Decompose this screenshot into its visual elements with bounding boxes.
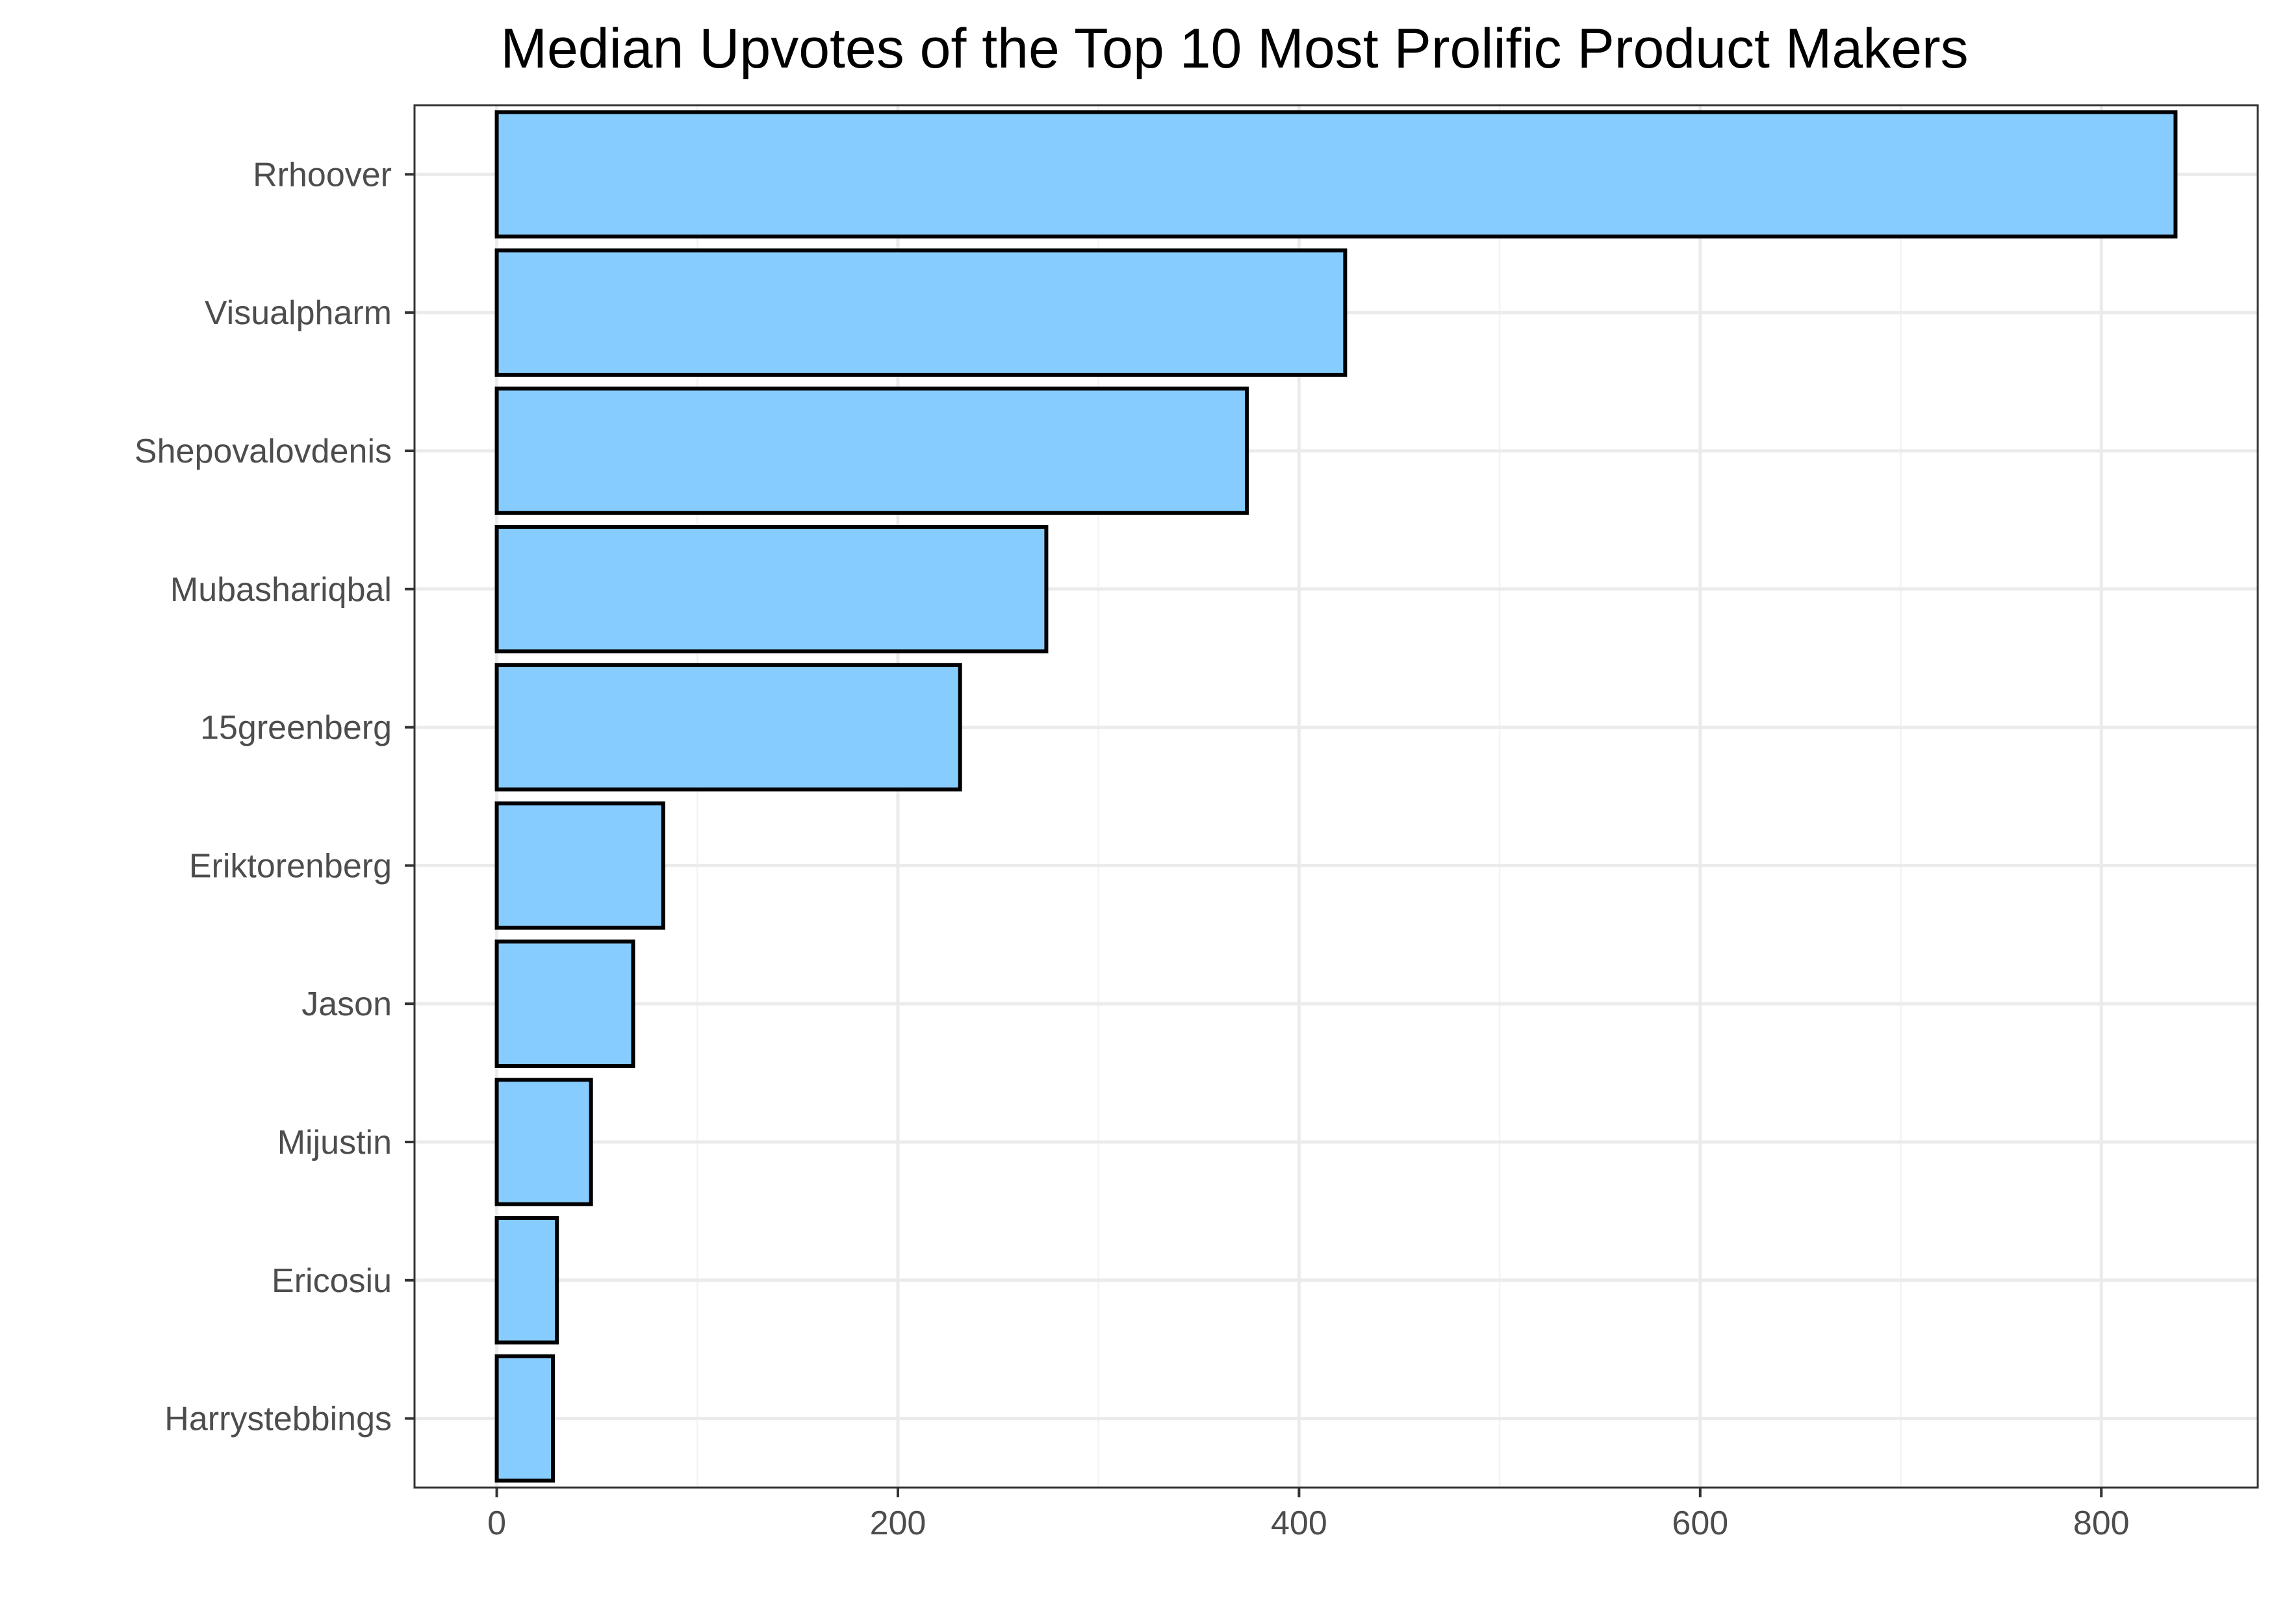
- bar-15greenberg: [494, 663, 962, 792]
- bar-visualpharm: [494, 248, 1348, 377]
- category-label: Mijustin: [277, 1124, 392, 1161]
- x-tick-label: 400: [1271, 1504, 1327, 1542]
- x-tick-label: 600: [1672, 1504, 1728, 1542]
- category-label: Ericosiu: [272, 1262, 392, 1300]
- bar-ericosiu: [494, 1216, 559, 1345]
- x-tick-label: 800: [2073, 1504, 2130, 1542]
- category-label: 15greenberg: [200, 709, 392, 747]
- category-label: Harrystebbings: [164, 1401, 392, 1438]
- category-label: Shepovalovdenis: [134, 433, 392, 470]
- bar-shepovalovdenis: [494, 387, 1249, 515]
- x-tick-label: 0: [487, 1504, 506, 1542]
- panel-border: [413, 104, 2259, 1489]
- bar-eriktorenberg: [494, 801, 665, 930]
- bar-jason: [494, 939, 635, 1068]
- bar-mubashariqbal: [494, 525, 1049, 653]
- bar-rrhoover: [494, 110, 2178, 239]
- bar-mijustin: [494, 1078, 593, 1206]
- x-tick-label: 200: [870, 1504, 926, 1542]
- plot-panel: Rrhoover Visualpharm Shepovalovdenis Mubash…: [134, 104, 2259, 1542]
- category-label: Mubashariqbal: [170, 571, 392, 609]
- category-label: Visualpharm: [205, 294, 392, 332]
- category-label: Rrhoover: [253, 156, 392, 194]
- bar-harrystebbings: [494, 1354, 556, 1483]
- category-label: Eriktorenberg: [189, 847, 392, 885]
- chart-title: Median Upvotes of the Top 10 Most Prolif…: [500, 18, 1968, 80]
- category-label: Jason: [301, 985, 392, 1023]
